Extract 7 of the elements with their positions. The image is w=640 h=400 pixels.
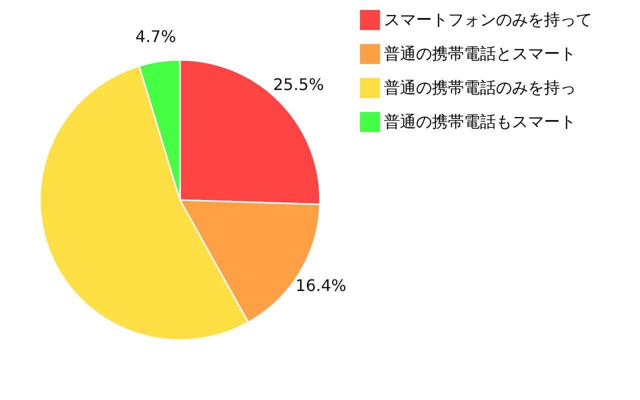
legend-label: スマートフォンのみを持って [384, 10, 592, 29]
legend-label: 普通の携帯電話のみを持っ [384, 78, 576, 97]
data-label: 16.4% [296, 276, 346, 295]
legend-label: 普通の携帯電話とスマート [384, 44, 576, 63]
data-label: 4.7% [135, 26, 176, 46]
legend-label: 普通の携帯電話もスマート [384, 112, 576, 131]
data-label: 25.5% [273, 75, 324, 94]
